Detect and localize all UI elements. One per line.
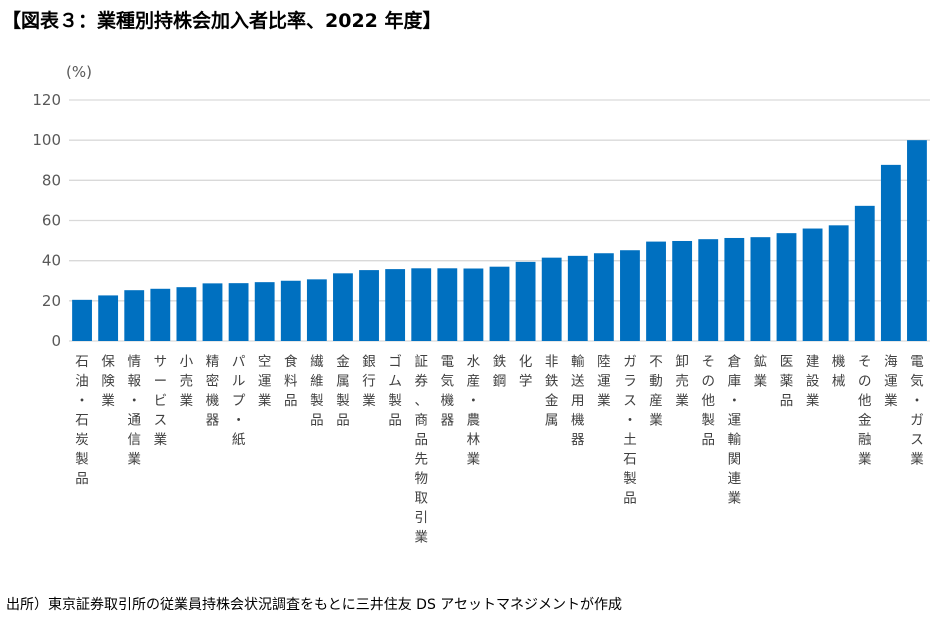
x-tick-label: ガラス・土石製品 <box>623 354 637 507</box>
chart-title: 【図表３：業種別持株会加入者比率、2022 年度】 <box>2 10 442 32</box>
bar <box>724 237 745 341</box>
x-tick-label: 空運業 <box>258 354 272 409</box>
bar <box>411 268 432 341</box>
x-tick-label: 繊維製品 <box>310 354 324 429</box>
x-tick-label: 電気・ガス業 <box>910 354 924 468</box>
x-tick-label: 水産・農林業 <box>467 354 481 468</box>
bar <box>515 261 536 341</box>
y-tick-label: 100 <box>32 131 61 149</box>
bar <box>306 279 327 341</box>
y-tick-label: 40 <box>42 252 61 270</box>
x-tick-label: 証券、商品先物取引業 <box>414 354 428 546</box>
y-tick-label: 60 <box>42 212 61 230</box>
x-tick-label: 保険業 <box>101 354 115 409</box>
x-tick-label: ゴム製品 <box>388 353 402 429</box>
bar <box>228 283 249 341</box>
x-tick-label: 金属製品 <box>336 354 350 429</box>
source-note: 出所）東京証券取引所の従業員持株会状況調査をもとに三井住友 DS アセットマネジ… <box>6 597 623 613</box>
bar <box>907 140 927 341</box>
bar <box>98 295 119 341</box>
y-tick-label: 120 <box>32 91 61 109</box>
x-tick-label: 輸送用機器 <box>571 354 585 448</box>
bar <box>620 250 640 341</box>
x-tick-label: 情報・通信業 <box>127 354 141 468</box>
x-tick-label: 小売業 <box>180 354 194 409</box>
x-tick-label: 海運業 <box>884 354 898 409</box>
x-tick-label: 精密機器 <box>206 354 220 429</box>
x-tick-label: 鉄鋼 <box>493 354 507 390</box>
bar <box>646 241 666 341</box>
bar <box>437 268 458 341</box>
bar <box>802 228 823 341</box>
x-tick-label: 石油・石炭製品 <box>75 354 89 487</box>
x-tick-label: 不動産業 <box>649 354 663 429</box>
bar <box>176 287 197 341</box>
bar <box>254 282 275 341</box>
bar <box>880 164 901 341</box>
bar <box>854 205 875 341</box>
x-tick-label: 倉庫・運輸関連業 <box>728 354 742 507</box>
bar <box>202 283 223 341</box>
y-tick-label: 80 <box>42 171 61 189</box>
y-tick-label: 0 <box>51 332 61 350</box>
x-tick-label: 銀行業 <box>362 354 376 409</box>
bar <box>463 268 484 341</box>
x-tick-label: サービス業 <box>154 354 168 448</box>
bar <box>672 240 693 341</box>
bar <box>359 270 379 341</box>
x-tick-label: パルプ・紙 <box>232 354 246 448</box>
bar <box>828 225 849 341</box>
bar <box>567 255 588 341</box>
bar <box>150 288 171 341</box>
bar <box>750 237 771 341</box>
bar <box>541 257 562 341</box>
x-tick-label: 非鉄金属 <box>545 354 559 429</box>
x-tick-label: 電気機器 <box>441 354 455 429</box>
x-tick-label: 鉱業 <box>754 354 768 390</box>
x-tick-label: 化学 <box>519 354 533 390</box>
x-tick-label: その他製品 <box>701 354 715 448</box>
x-tick-label: 建設業 <box>806 354 820 409</box>
x-tick-label: その他金融業 <box>858 354 872 468</box>
bar <box>124 290 145 341</box>
bar <box>385 269 406 341</box>
bar <box>698 239 719 341</box>
x-tick-label: 卸売業 <box>675 354 689 409</box>
x-tick-label: 医薬品 <box>780 354 794 409</box>
bar <box>776 233 797 341</box>
y-tick-label: 20 <box>42 292 61 310</box>
bar <box>489 266 510 341</box>
bar <box>593 253 614 341</box>
bar <box>72 299 92 341</box>
bar <box>280 280 301 341</box>
y-axis-label: (%) <box>66 63 92 81</box>
x-tick-label: 機械 <box>832 354 846 390</box>
bar <box>333 273 353 341</box>
x-tick-label: 陸運業 <box>597 354 611 409</box>
x-tick-label: 食料品 <box>284 353 298 409</box>
